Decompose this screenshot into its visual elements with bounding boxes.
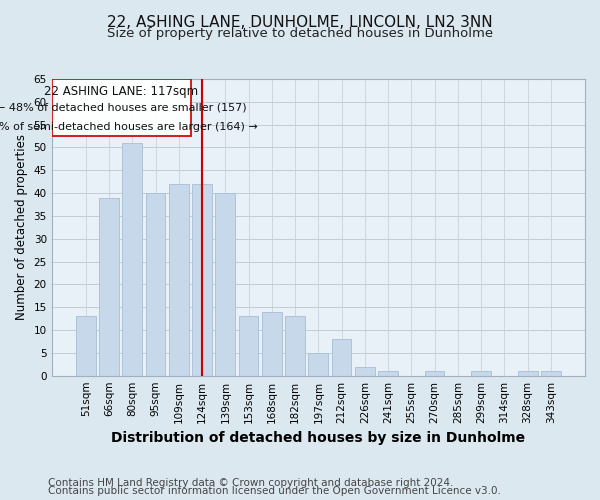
Text: ← 48% of detached houses are smaller (157): ← 48% of detached houses are smaller (15… [0,102,247,113]
Text: 22, ASHING LANE, DUNHOLME, LINCOLN, LN2 3NN: 22, ASHING LANE, DUNHOLME, LINCOLN, LN2 … [107,15,493,30]
Bar [169,184,188,376]
Bar [355,366,375,376]
Bar [99,198,119,376]
X-axis label: Distribution of detached houses by size in Dunholme: Distribution of detached houses by size … [111,431,526,445]
Bar [541,371,561,376]
Bar [308,353,328,376]
Bar [285,316,305,376]
Bar [146,193,166,376]
Bar [215,193,235,376]
Bar [471,371,491,376]
Y-axis label: Number of detached properties: Number of detached properties [15,134,28,320]
Bar [518,371,538,376]
Bar [332,339,352,376]
Text: Size of property relative to detached houses in Dunholme: Size of property relative to detached ho… [107,28,493,40]
FancyBboxPatch shape [52,79,191,136]
Text: 50% of semi-detached houses are larger (164) →: 50% of semi-detached houses are larger (… [0,122,258,132]
Bar [122,143,142,376]
Text: Contains HM Land Registry data © Crown copyright and database right 2024.: Contains HM Land Registry data © Crown c… [48,478,454,488]
Bar [76,316,95,376]
Text: 22 ASHING LANE: 117sqm: 22 ASHING LANE: 117sqm [44,85,199,98]
Bar [262,312,282,376]
Bar [378,371,398,376]
Text: Contains public sector information licensed under the Open Government Licence v3: Contains public sector information licen… [48,486,501,496]
Bar [425,371,445,376]
Bar [239,316,259,376]
Bar [192,184,212,376]
